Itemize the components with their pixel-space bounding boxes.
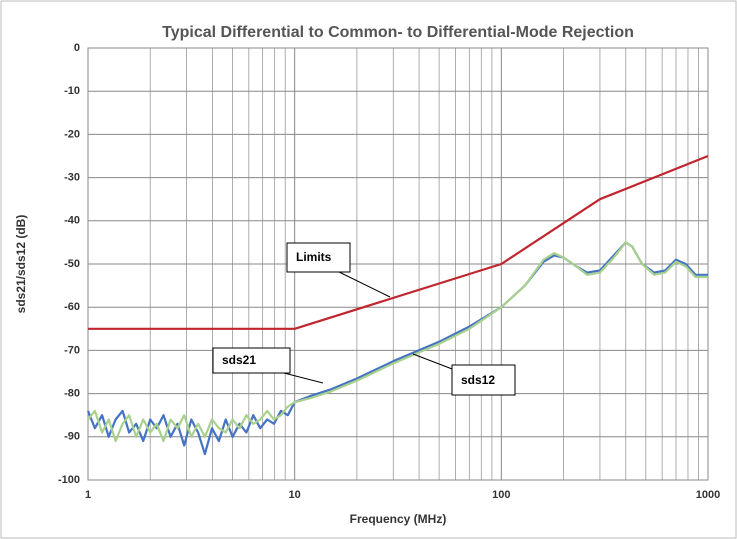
y-tick-label: -60: [64, 301, 80, 313]
y-tick-label: -20: [64, 128, 80, 140]
y-tick-label: -100: [58, 474, 80, 486]
x-tick-label: 100: [492, 489, 510, 501]
y-tick-label: 0: [74, 42, 80, 54]
x-tick-label: 1000: [696, 489, 720, 501]
grid: 1 10 100 1000-100-90-80-70-60-50-40-30-20-1…: [58, 42, 720, 501]
series-line: [87, 241, 708, 443]
y-tick-label: -40: [64, 215, 80, 227]
y-tick-label: -70: [64, 344, 80, 356]
annotation: sds21: [222, 353, 256, 367]
arrow: [279, 371, 324, 384]
annotation-box: [286, 242, 351, 273]
y-tick-label: -90: [64, 431, 80, 443]
series-line: [88, 154, 709, 330]
y-tick-label: -80: [64, 388, 80, 400]
annotation: Limits: [296, 250, 332, 264]
annotation-box: [212, 347, 291, 374]
annotations: Limits sds21 sds12: [212, 242, 516, 396]
y-tick-label: -30: [64, 172, 80, 184]
x-tick-label: 1: [85, 489, 91, 501]
chart-title: Typical Differential to Common- to Diffe…: [162, 24, 634, 41]
plot: [86, 154, 709, 456]
y-tick-label: -10: [64, 85, 80, 97]
x-tick-label: 10: [289, 489, 301, 501]
y-axis-title: sds21/sds12 (dB): [14, 215, 28, 314]
annotation: sds12: [461, 373, 495, 387]
y-tick-label: -50: [64, 258, 80, 270]
annotation-box: [451, 364, 516, 396]
arrow: [334, 269, 391, 298]
x-axis-title: Frequency (MHz): [350, 512, 447, 526]
series-line: [86, 241, 708, 456]
